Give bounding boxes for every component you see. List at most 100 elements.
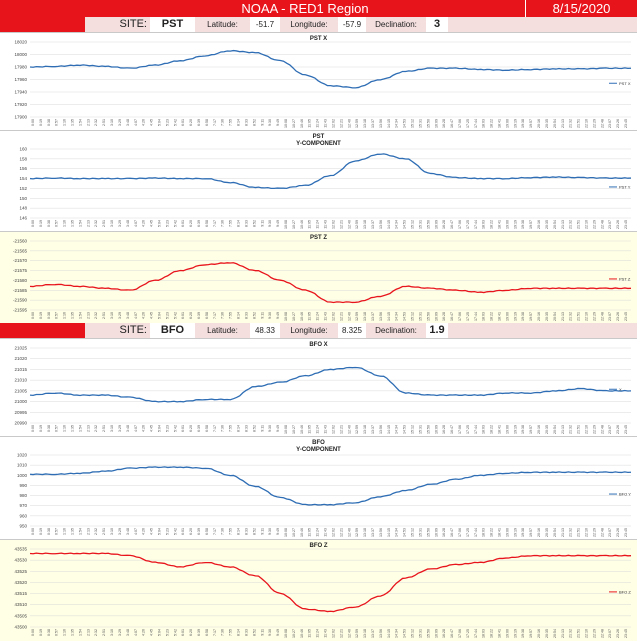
y-tick-label: 156 — [19, 166, 27, 171]
x-tick-label: 11:43 — [324, 312, 328, 321]
x-tick-label: 12:59 — [355, 528, 359, 537]
x-tick-label: 23:26 — [616, 528, 620, 537]
x-tick-label: 4:07 — [134, 425, 138, 432]
y-tick-label: 43535 — [14, 547, 27, 552]
chart-subtitle: Y-COMPONENT — [296, 141, 341, 147]
chart-bfo-x: BFO X21025210202101521010210052100020995… — [0, 339, 637, 437]
x-tick-label: 7:55 — [229, 119, 233, 126]
x-tick-label: 20:16 — [537, 312, 541, 321]
x-tick-label: 3:10 — [110, 312, 114, 319]
chart-bfo-y: BFOY-COMPONENT10201010100099098097096095… — [0, 437, 637, 540]
x-tick-label: 6:20 — [189, 425, 193, 432]
x-tick-label: 0:19 — [39, 528, 43, 535]
x-tick-label: 9:49 — [276, 528, 280, 535]
x-tick-label: 0:00 — [31, 312, 35, 319]
x-tick-label: 23:45 — [624, 528, 628, 537]
x-tick-label: 3:48 — [126, 629, 130, 636]
chart-pst-y: PSTY-COMPONENT1601581561541521501481460:… — [0, 131, 637, 232]
x-tick-label: 0:19 — [39, 425, 43, 432]
y-tick-label: 17920 — [14, 102, 27, 107]
y-tick-label: -21565 — [13, 248, 28, 253]
x-tick-label: 10:46 — [300, 629, 304, 638]
x-tick-label: 12:59 — [355, 220, 359, 229]
x-tick-label: 17:44 — [474, 629, 478, 638]
y-tick-label: 1010 — [17, 463, 28, 468]
x-tick-label: 6:01 — [181, 312, 185, 319]
x-tick-label: 18:03 — [482, 119, 486, 128]
x-tick-label: 16:47 — [450, 528, 454, 537]
x-tick-label: 16:28 — [442, 312, 446, 321]
x-tick-label: 9:30 — [268, 629, 272, 636]
longitude-value: -57.9 — [338, 17, 366, 32]
x-tick-label: 5:04 — [157, 119, 161, 126]
x-tick-label: 8:33 — [244, 119, 248, 126]
x-tick-label: 0:00 — [31, 629, 35, 636]
x-tick-label: 19:38 — [521, 119, 525, 128]
x-tick-label: 1:54 — [78, 220, 82, 227]
x-tick-label: 0:57 — [55, 312, 59, 319]
y-tick-label: 1000 — [17, 473, 28, 478]
x-tick-label: 23:07 — [608, 528, 612, 537]
y-tick-label: -21570 — [13, 258, 28, 263]
x-tick-label: 6:20 — [189, 528, 193, 535]
x-tick-label: 9:49 — [276, 629, 280, 636]
x-tick-label: 2:13 — [86, 528, 90, 535]
x-tick-label: 0:00 — [31, 220, 35, 227]
x-tick-label: 4:45 — [150, 119, 154, 126]
x-tick-label: 11:43 — [324, 425, 328, 434]
x-tick-label: 6:58 — [205, 629, 209, 636]
x-tick-label: 4:26 — [142, 220, 146, 227]
x-tick-label: 0:38 — [47, 119, 51, 126]
x-tick-label: 11:43 — [324, 528, 328, 537]
x-tick-label: 12:21 — [339, 528, 343, 537]
x-tick-label: 19:00 — [505, 629, 509, 638]
x-tick-label: 13:37 — [371, 528, 375, 537]
x-tick-label: 8:33 — [244, 425, 248, 432]
x-tick-label: 11:05 — [308, 528, 312, 537]
x-tick-label: 8:52 — [252, 220, 256, 227]
x-tick-label: 5:23 — [165, 528, 169, 535]
y-tick-label: 21005 — [14, 388, 27, 393]
x-tick-label: 7:36 — [221, 425, 225, 432]
x-tick-label: 15:12 — [411, 220, 415, 229]
x-tick-label: 6:58 — [205, 119, 209, 126]
x-tick-label: 22:10 — [585, 220, 589, 229]
x-tick-label: 20:54 — [553, 425, 557, 434]
x-tick-label: 21:32 — [569, 119, 573, 128]
x-tick-label: 18:41 — [498, 119, 502, 128]
legend-label: BFO Y — [619, 492, 631, 497]
x-tick-label: 16:09 — [434, 220, 438, 229]
x-tick-label: 3:48 — [126, 425, 130, 432]
x-tick-label: 4:07 — [134, 528, 138, 535]
x-tick-label: 20:35 — [545, 119, 549, 128]
site-bar-accent — [0, 323, 85, 338]
y-tick-label: -21585 — [13, 288, 28, 293]
x-tick-label: 14:34 — [395, 312, 399, 321]
x-tick-label: 9:49 — [276, 119, 280, 126]
x-tick-label: 10:46 — [300, 220, 304, 229]
x-tick-label: 4:45 — [150, 312, 154, 319]
x-tick-label: 0:57 — [55, 528, 59, 535]
y-tick-label: 148 — [19, 206, 27, 211]
x-tick-label: 13:18 — [363, 528, 367, 537]
x-tick-label: 7:36 — [221, 629, 225, 636]
x-tick-label: 13:56 — [379, 312, 383, 321]
x-tick-label: 4:26 — [142, 629, 146, 636]
x-tick-label: 15:31 — [418, 312, 422, 321]
x-tick-label: 0:00 — [31, 425, 35, 432]
y-tick-label: 43530 — [14, 558, 27, 563]
x-tick-label: 23:26 — [616, 119, 620, 128]
x-tick-label: 16:09 — [434, 119, 438, 128]
x-tick-label: 14:15 — [387, 528, 391, 537]
y-tick-label: 960 — [19, 513, 27, 518]
x-tick-label: 3:48 — [126, 312, 130, 319]
x-tick-label: 9:30 — [268, 312, 272, 319]
x-tick-label: 16:47 — [450, 425, 454, 434]
x-tick-label: 15:50 — [426, 425, 430, 434]
x-tick-label: 17:06 — [458, 312, 462, 321]
x-tick-label: 17:06 — [458, 528, 462, 537]
x-tick-label: 21:13 — [561, 629, 565, 638]
